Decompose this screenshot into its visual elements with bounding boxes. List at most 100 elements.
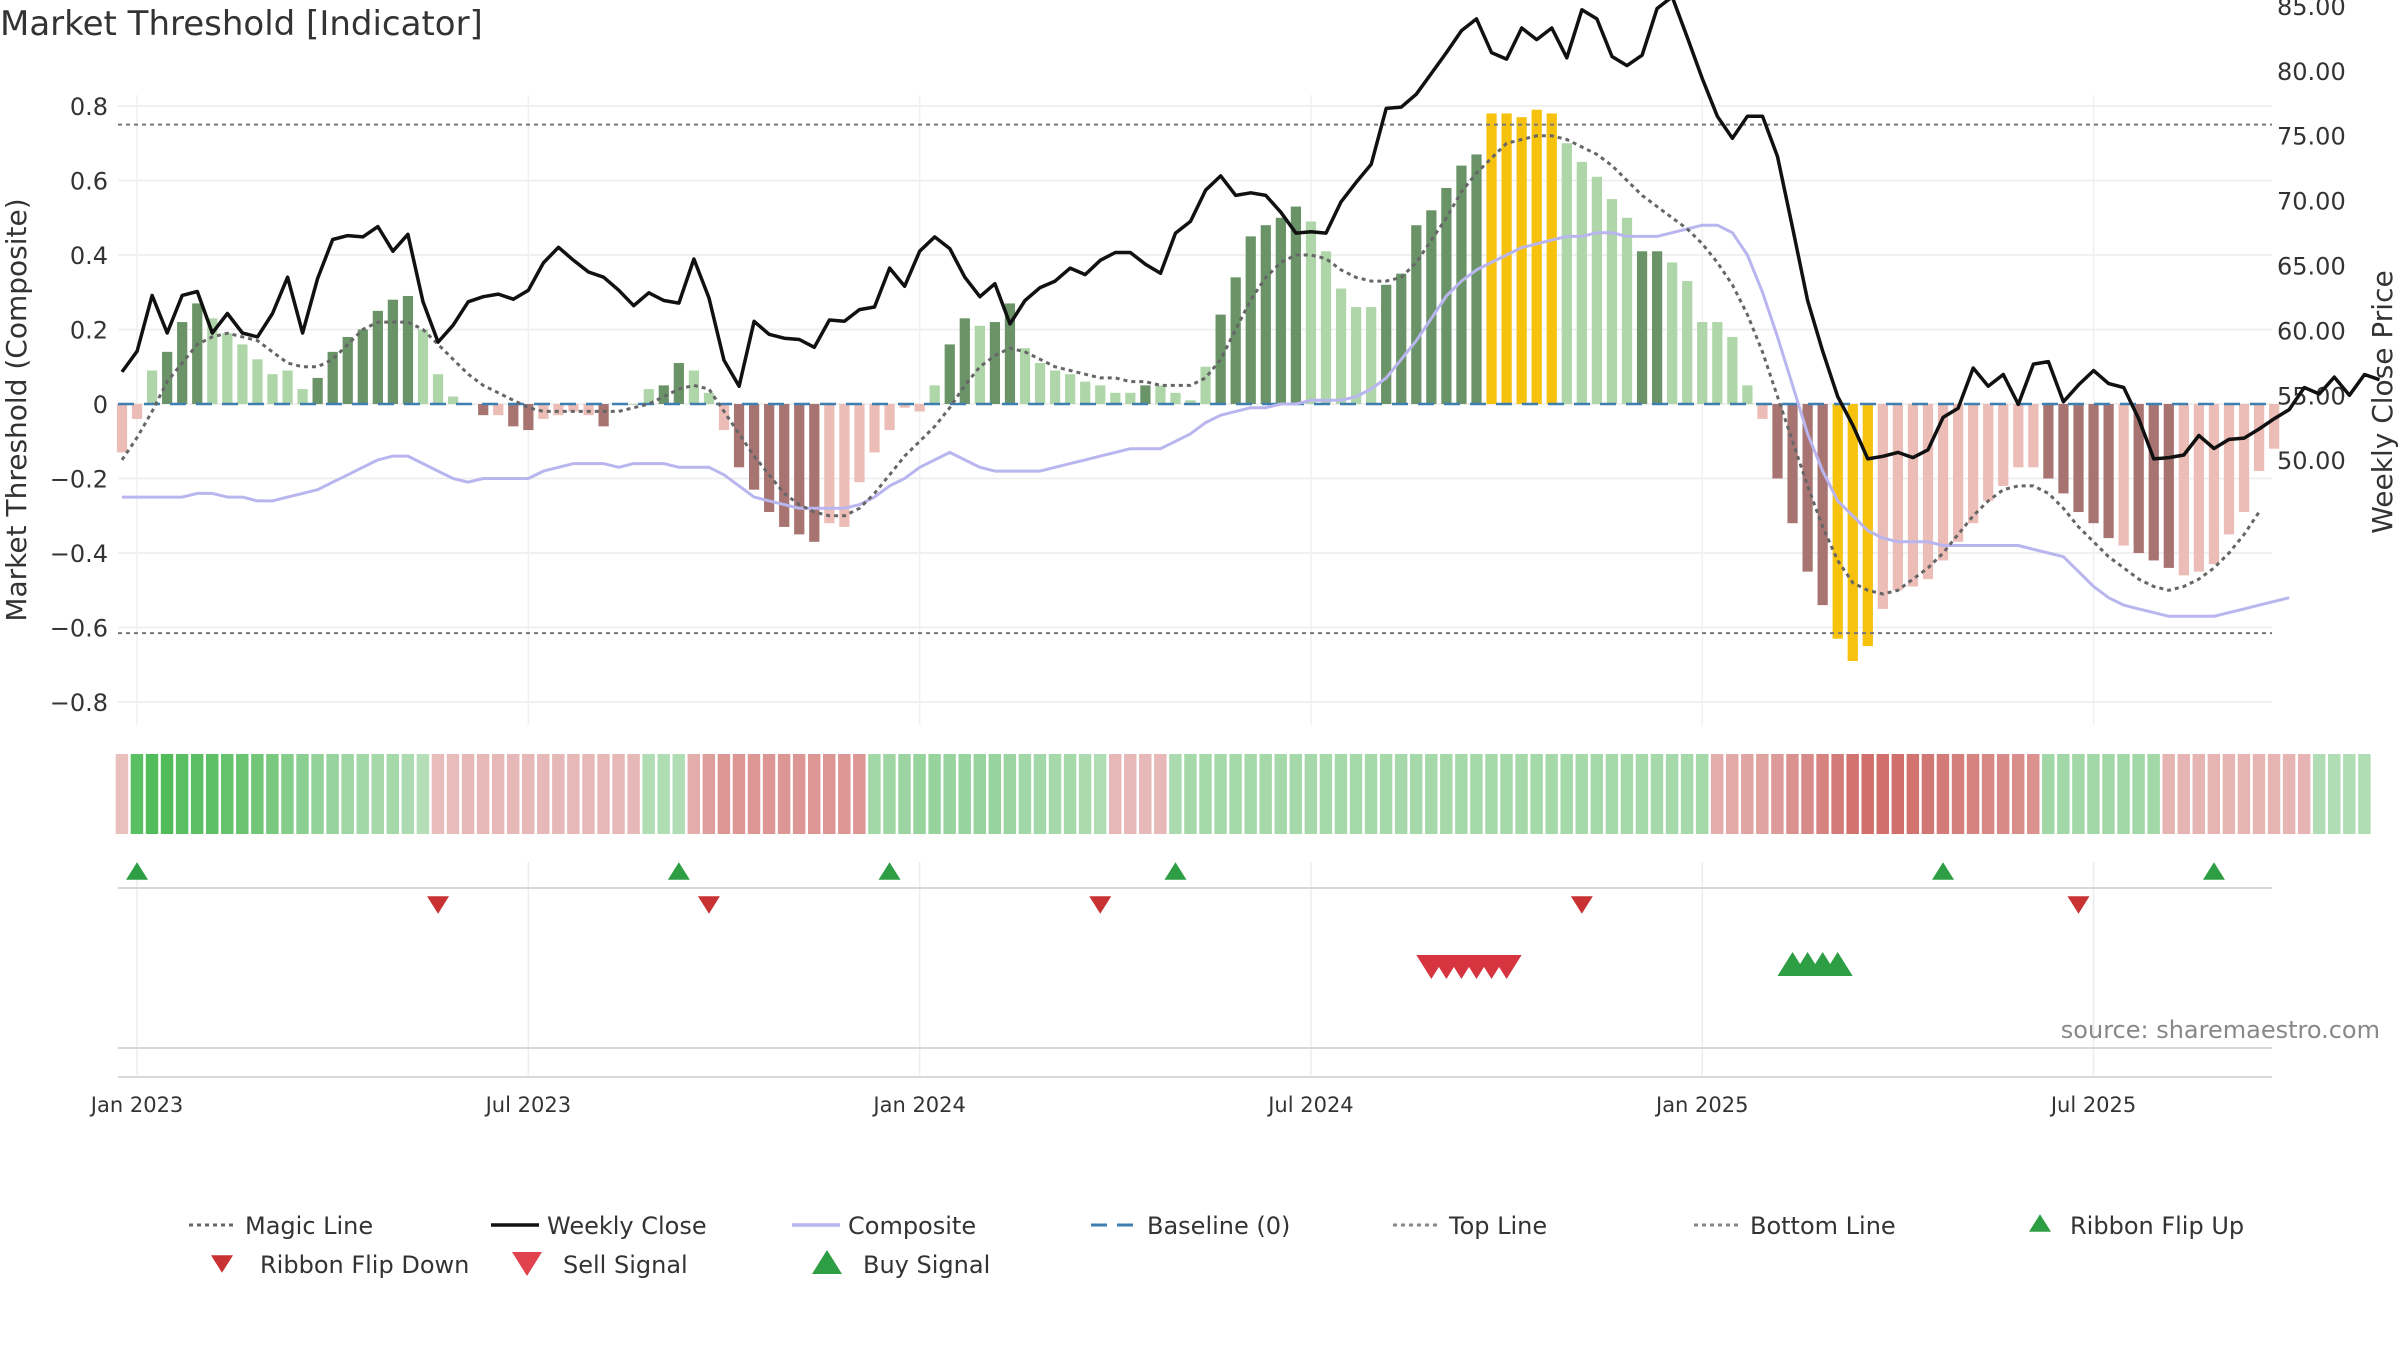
composite-bar xyxy=(1757,404,1768,419)
ribbon-cell xyxy=(2222,754,2236,834)
ribbon-cell xyxy=(2132,754,2145,834)
ribbon-cell xyxy=(2072,754,2085,834)
ribbon-cell xyxy=(1801,754,1814,834)
ribbon-flip-down-marker xyxy=(427,896,450,914)
ribbon-cell xyxy=(2297,754,2311,834)
ribbon-cell xyxy=(687,754,701,834)
composite-bar xyxy=(673,363,684,404)
composite-bar xyxy=(1275,217,1286,404)
ribbon-cell xyxy=(777,754,791,834)
y-tick-label: 0 xyxy=(93,391,108,419)
ribbon-cell xyxy=(1966,754,1980,834)
y2-tick-label: 55.00 xyxy=(2277,382,2346,410)
composite-bar xyxy=(1034,363,1046,404)
ribbon-cell xyxy=(2312,754,2326,834)
composite-bar xyxy=(1968,404,1979,524)
ribbon-cell xyxy=(1695,754,1709,834)
ribbon-flip-up-marker xyxy=(1164,862,1187,880)
composite-bar xyxy=(974,325,985,404)
composite-bar xyxy=(1998,404,2009,486)
ribbon-cell xyxy=(1575,754,1588,834)
ribbon-cell xyxy=(1936,754,1950,834)
ribbon-cell xyxy=(1650,754,1664,834)
y2-tick-label: 65.00 xyxy=(2277,253,2346,281)
composite-bar xyxy=(1230,277,1241,404)
composite-bar xyxy=(1215,314,1226,404)
x-tick-label: Jul 2023 xyxy=(484,1093,571,1117)
weekly-close-line xyxy=(120,0,2381,461)
ribbon-cell xyxy=(1169,754,1182,834)
composite-bar xyxy=(1937,404,1949,561)
composite-bar xyxy=(267,374,278,404)
composite-bar xyxy=(508,404,519,427)
ribbon-cell xyxy=(1741,754,1754,834)
ribbon-cell xyxy=(883,754,896,834)
composite-bar xyxy=(327,351,338,404)
ribbon-cell xyxy=(1771,754,1784,834)
composite-bar xyxy=(1245,236,1256,404)
ribbon-cell xyxy=(2147,754,2160,834)
ribbon-cell xyxy=(717,754,731,834)
ribbon-flip-down-marker xyxy=(1089,896,1112,914)
ribbon-cell xyxy=(2282,754,2296,834)
ribbon-cell xyxy=(1259,754,1272,834)
composite-bar xyxy=(1667,262,1678,404)
ribbon-cell xyxy=(582,754,595,834)
composite-bar xyxy=(914,404,925,412)
legend-label: Buy Signal xyxy=(863,1251,990,1279)
composite-bar xyxy=(538,404,549,419)
ribbon-cell xyxy=(266,754,279,834)
composite-bar xyxy=(2238,404,2250,513)
ribbon-cell xyxy=(446,754,460,834)
composite-bar xyxy=(372,310,383,404)
ribbon-cell xyxy=(597,754,610,834)
composite-bar xyxy=(1426,210,1437,404)
ribbon-cell xyxy=(973,754,986,834)
ribbon-cell xyxy=(612,754,625,834)
ribbon-cell xyxy=(1214,754,1227,834)
y-tick-label: −0.6 xyxy=(50,615,108,643)
ribbon-cell xyxy=(807,754,821,834)
composite-bar xyxy=(2253,404,2265,472)
composite-bar xyxy=(598,404,609,427)
ribbon-cell xyxy=(642,754,655,834)
composite-bar xyxy=(824,404,835,524)
ribbon-cell xyxy=(401,754,415,834)
ribbon-cell xyxy=(762,754,776,834)
composite-bar xyxy=(1019,348,1031,404)
ribbon-cell xyxy=(1139,754,1152,834)
ribbon-cell xyxy=(1605,754,1619,834)
composite-bar xyxy=(1817,404,1828,606)
y2-tick-label: 80.00 xyxy=(2277,58,2346,86)
y-tick-label: 0.4 xyxy=(70,242,108,270)
ribbon-cell xyxy=(386,754,400,834)
composite-bar xyxy=(1125,392,1136,404)
ribbon-cell xyxy=(1861,754,1874,834)
sell-signal-marker xyxy=(1491,955,1522,979)
ribbon-cell xyxy=(2252,754,2266,834)
ribbon-cell xyxy=(823,754,836,834)
ribbon-cell xyxy=(1078,754,1092,834)
ribbon-cell xyxy=(476,754,490,834)
ribbon-cell xyxy=(853,754,866,834)
composite-bar xyxy=(1847,404,1858,662)
ribbon-cell xyxy=(672,754,685,834)
ribbon-cell xyxy=(1560,754,1573,834)
composite-bar xyxy=(1516,117,1527,405)
ribbon-cell xyxy=(1199,754,1212,834)
legend-label: Magic Line xyxy=(245,1212,373,1240)
composite-bar xyxy=(1049,370,1061,404)
ribbon-cell xyxy=(431,754,445,834)
y-axis-title: Market Threshold (Composite) xyxy=(0,198,33,621)
legend-label: Top Line xyxy=(1448,1212,1547,1240)
composite-bar xyxy=(1922,404,1934,580)
composite-bar xyxy=(658,385,669,404)
legend-label: Bottom Line xyxy=(1750,1212,1896,1240)
composite-bar xyxy=(1787,404,1798,524)
composite-bar xyxy=(1727,336,1738,404)
composite-bar xyxy=(688,370,700,404)
composite-bar xyxy=(1877,404,1888,609)
ribbon-flip-up-marker xyxy=(667,862,690,880)
composite-bar xyxy=(222,333,233,404)
composite-bar xyxy=(1591,176,1603,404)
